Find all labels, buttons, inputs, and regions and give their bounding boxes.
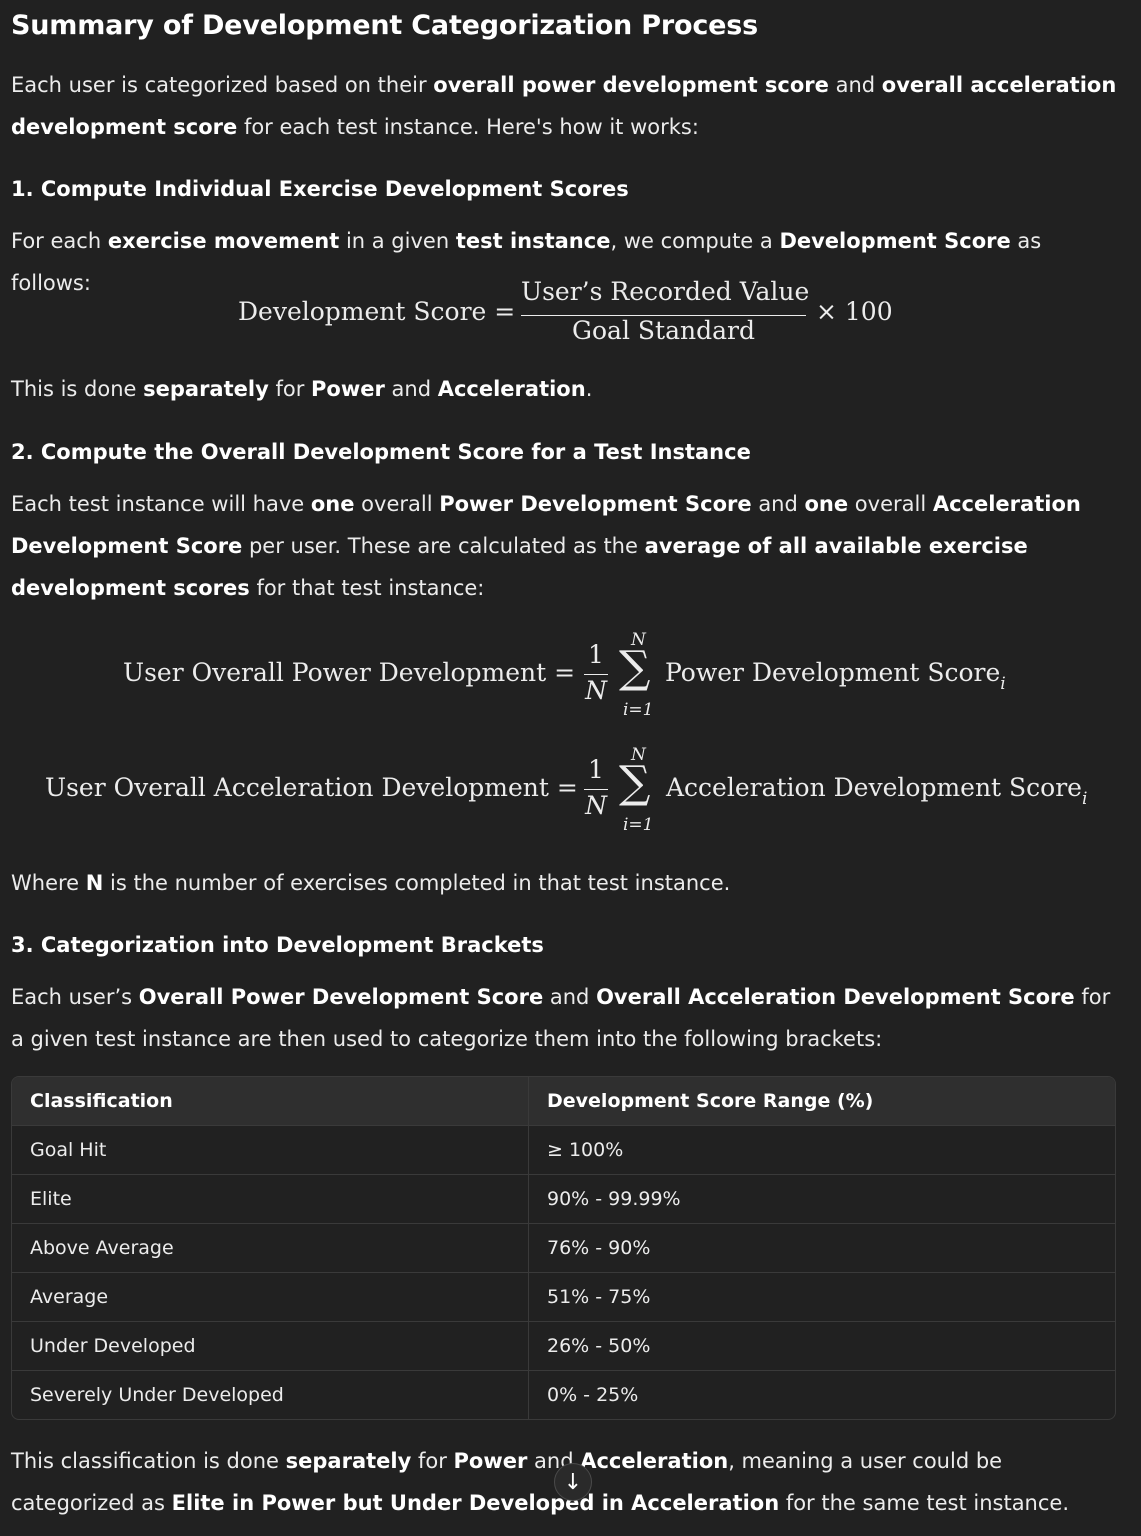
formula-denominator: Goal Standard: [572, 316, 755, 345]
accel-formula-term: Acceleration Development Scorei: [666, 773, 1088, 809]
power-formula-lhs: User Overall Power Development =: [123, 658, 576, 687]
section-3-paragraph: Each user’s Overall Power Development Sc…: [11, 985, 1111, 1051]
fraction-bar: [584, 789, 608, 790]
table-header-range: Development Score Range (%): [528, 1077, 1115, 1126]
table-cell-range: ≥ 100%: [528, 1125, 1115, 1175]
accel-formula-lhs: User Overall Acceleration Development =: [45, 773, 578, 802]
brackets-table: Classification Development Score Range (…: [11, 1076, 1116, 1420]
intro-paragraph: Each user is categorized based on their …: [11, 73, 1117, 139]
power-development-formula: User Overall Power Development = 1 N N ∑…: [11, 628, 1121, 723]
summation-icon: ∑: [619, 642, 651, 693]
table-cell-classification: Goal Hit: [12, 1125, 529, 1175]
table-cell-range: 0% - 25%: [547, 1384, 639, 1406]
fraction-bar: [521, 315, 806, 316]
table-cell-classification: Average: [12, 1272, 529, 1322]
section-2-heading: 2. Compute the Overall Development Score…: [11, 440, 751, 464]
accel-sum-bottom: i=1: [623, 815, 654, 835]
arrow-down-icon: ↓: [563, 1469, 583, 1495]
formula-lhs: Development Score =: [238, 297, 516, 326]
power-formula-term: Power Development Scorei: [665, 658, 1006, 694]
formula-numerator: User’s Recorded Value: [521, 277, 810, 306]
summation-icon: ∑: [619, 757, 651, 808]
formula-fraction: User’s Recorded Value Goal Standard: [521, 275, 810, 355]
page-title: Summary of Development Categorization Pr…: [11, 10, 758, 41]
scroll-to-bottom-button[interactable]: ↓: [554, 1463, 592, 1501]
table-cell-classification: Elite: [12, 1174, 529, 1224]
closing-paragraph: This classification is done separately f…: [11, 1449, 1070, 1515]
table-cell-classification: Above Average: [12, 1223, 529, 1273]
fraction-bar: [584, 674, 608, 675]
table-header-row: Classification Development Score Range (…: [12, 1077, 1115, 1126]
table-cell-classification: Under Developed: [12, 1321, 529, 1371]
table-row: Under Developed 26% - 50%: [12, 1321, 1115, 1371]
section-1-heading: 1. Compute Individual Exercise Developme…: [11, 177, 629, 201]
table-cell-classification: Severely Under Developed: [12, 1370, 529, 1419]
section-1-note: This is done separately for Power and Ac…: [11, 377, 593, 401]
acceleration-development-formula: User Overall Acceleration Development = …: [11, 743, 1121, 838]
table-row: Severely Under Developed 0% - 25%: [12, 1370, 1115, 1419]
table-row: Goal Hit ≥ 100%: [12, 1125, 1115, 1175]
table-cell-range: 51% - 75%: [528, 1272, 1115, 1322]
formula-rhs: × 100: [816, 297, 893, 326]
accel-sum-top: N: [631, 745, 646, 765]
table-header-classification: Classification: [12, 1077, 529, 1126]
accel-formula-fraction: 1 N: [584, 755, 608, 820]
power-sum-top: N: [631, 630, 646, 650]
section-3-heading: 3. Categorization into Development Brack…: [11, 933, 544, 957]
table-row: Average 51% - 75%: [12, 1272, 1115, 1322]
section-2-paragraph: Each test instance will have one overall…: [11, 492, 1081, 600]
power-sum-bottom: i=1: [623, 700, 654, 720]
table-cell-range: 76% - 90%: [528, 1223, 1115, 1273]
power-formula-fraction: 1 N: [584, 640, 608, 705]
table-cell-range: 90% - 99.99%: [528, 1174, 1115, 1224]
section-2-where: Where N is the number of exercises compl…: [11, 871, 731, 895]
table-cell-range: 26% - 50%: [528, 1321, 1115, 1371]
table-row: Elite 90% - 99.99%: [12, 1174, 1115, 1224]
table-row: Above Average 76% - 90%: [12, 1223, 1115, 1273]
section-1-paragraph: For each exercise movement in a given te…: [11, 229, 1042, 295]
development-score-formula: Development Score = User’s Recorded Valu…: [11, 275, 1121, 355]
